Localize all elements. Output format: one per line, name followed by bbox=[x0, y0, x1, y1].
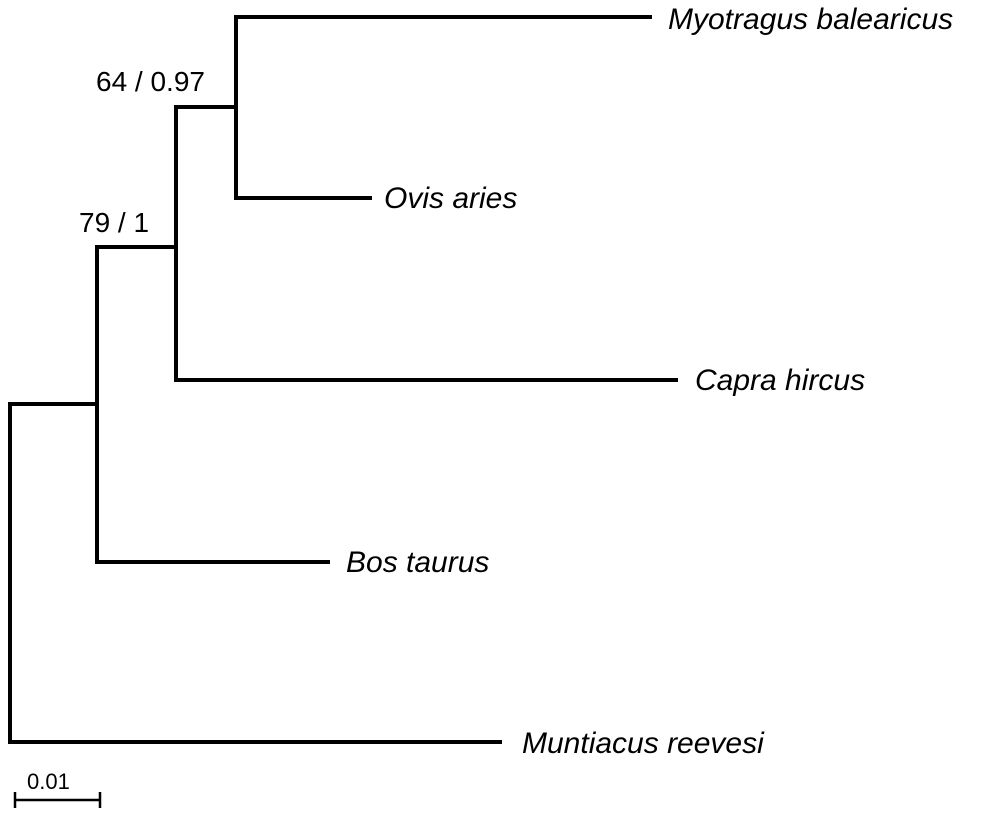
scale-bar-label: 0.01 bbox=[27, 769, 70, 794]
taxon-label-capra: Capra hircus bbox=[695, 364, 865, 397]
support-label-myotragus-ovis: 64 / 0.97 bbox=[96, 66, 205, 97]
taxon-label-muntiacus: Muntiacus reevesi bbox=[522, 727, 765, 760]
taxon-label-ovis: Ovis aries bbox=[384, 182, 517, 215]
taxon-label-bos: Bos taurus bbox=[346, 546, 489, 579]
support-label-caprini: 79 / 1 bbox=[79, 207, 149, 238]
scale-bar: 0.01 bbox=[13, 769, 102, 808]
taxon-label-myotragus: Myotragus balearicus bbox=[668, 3, 953, 36]
